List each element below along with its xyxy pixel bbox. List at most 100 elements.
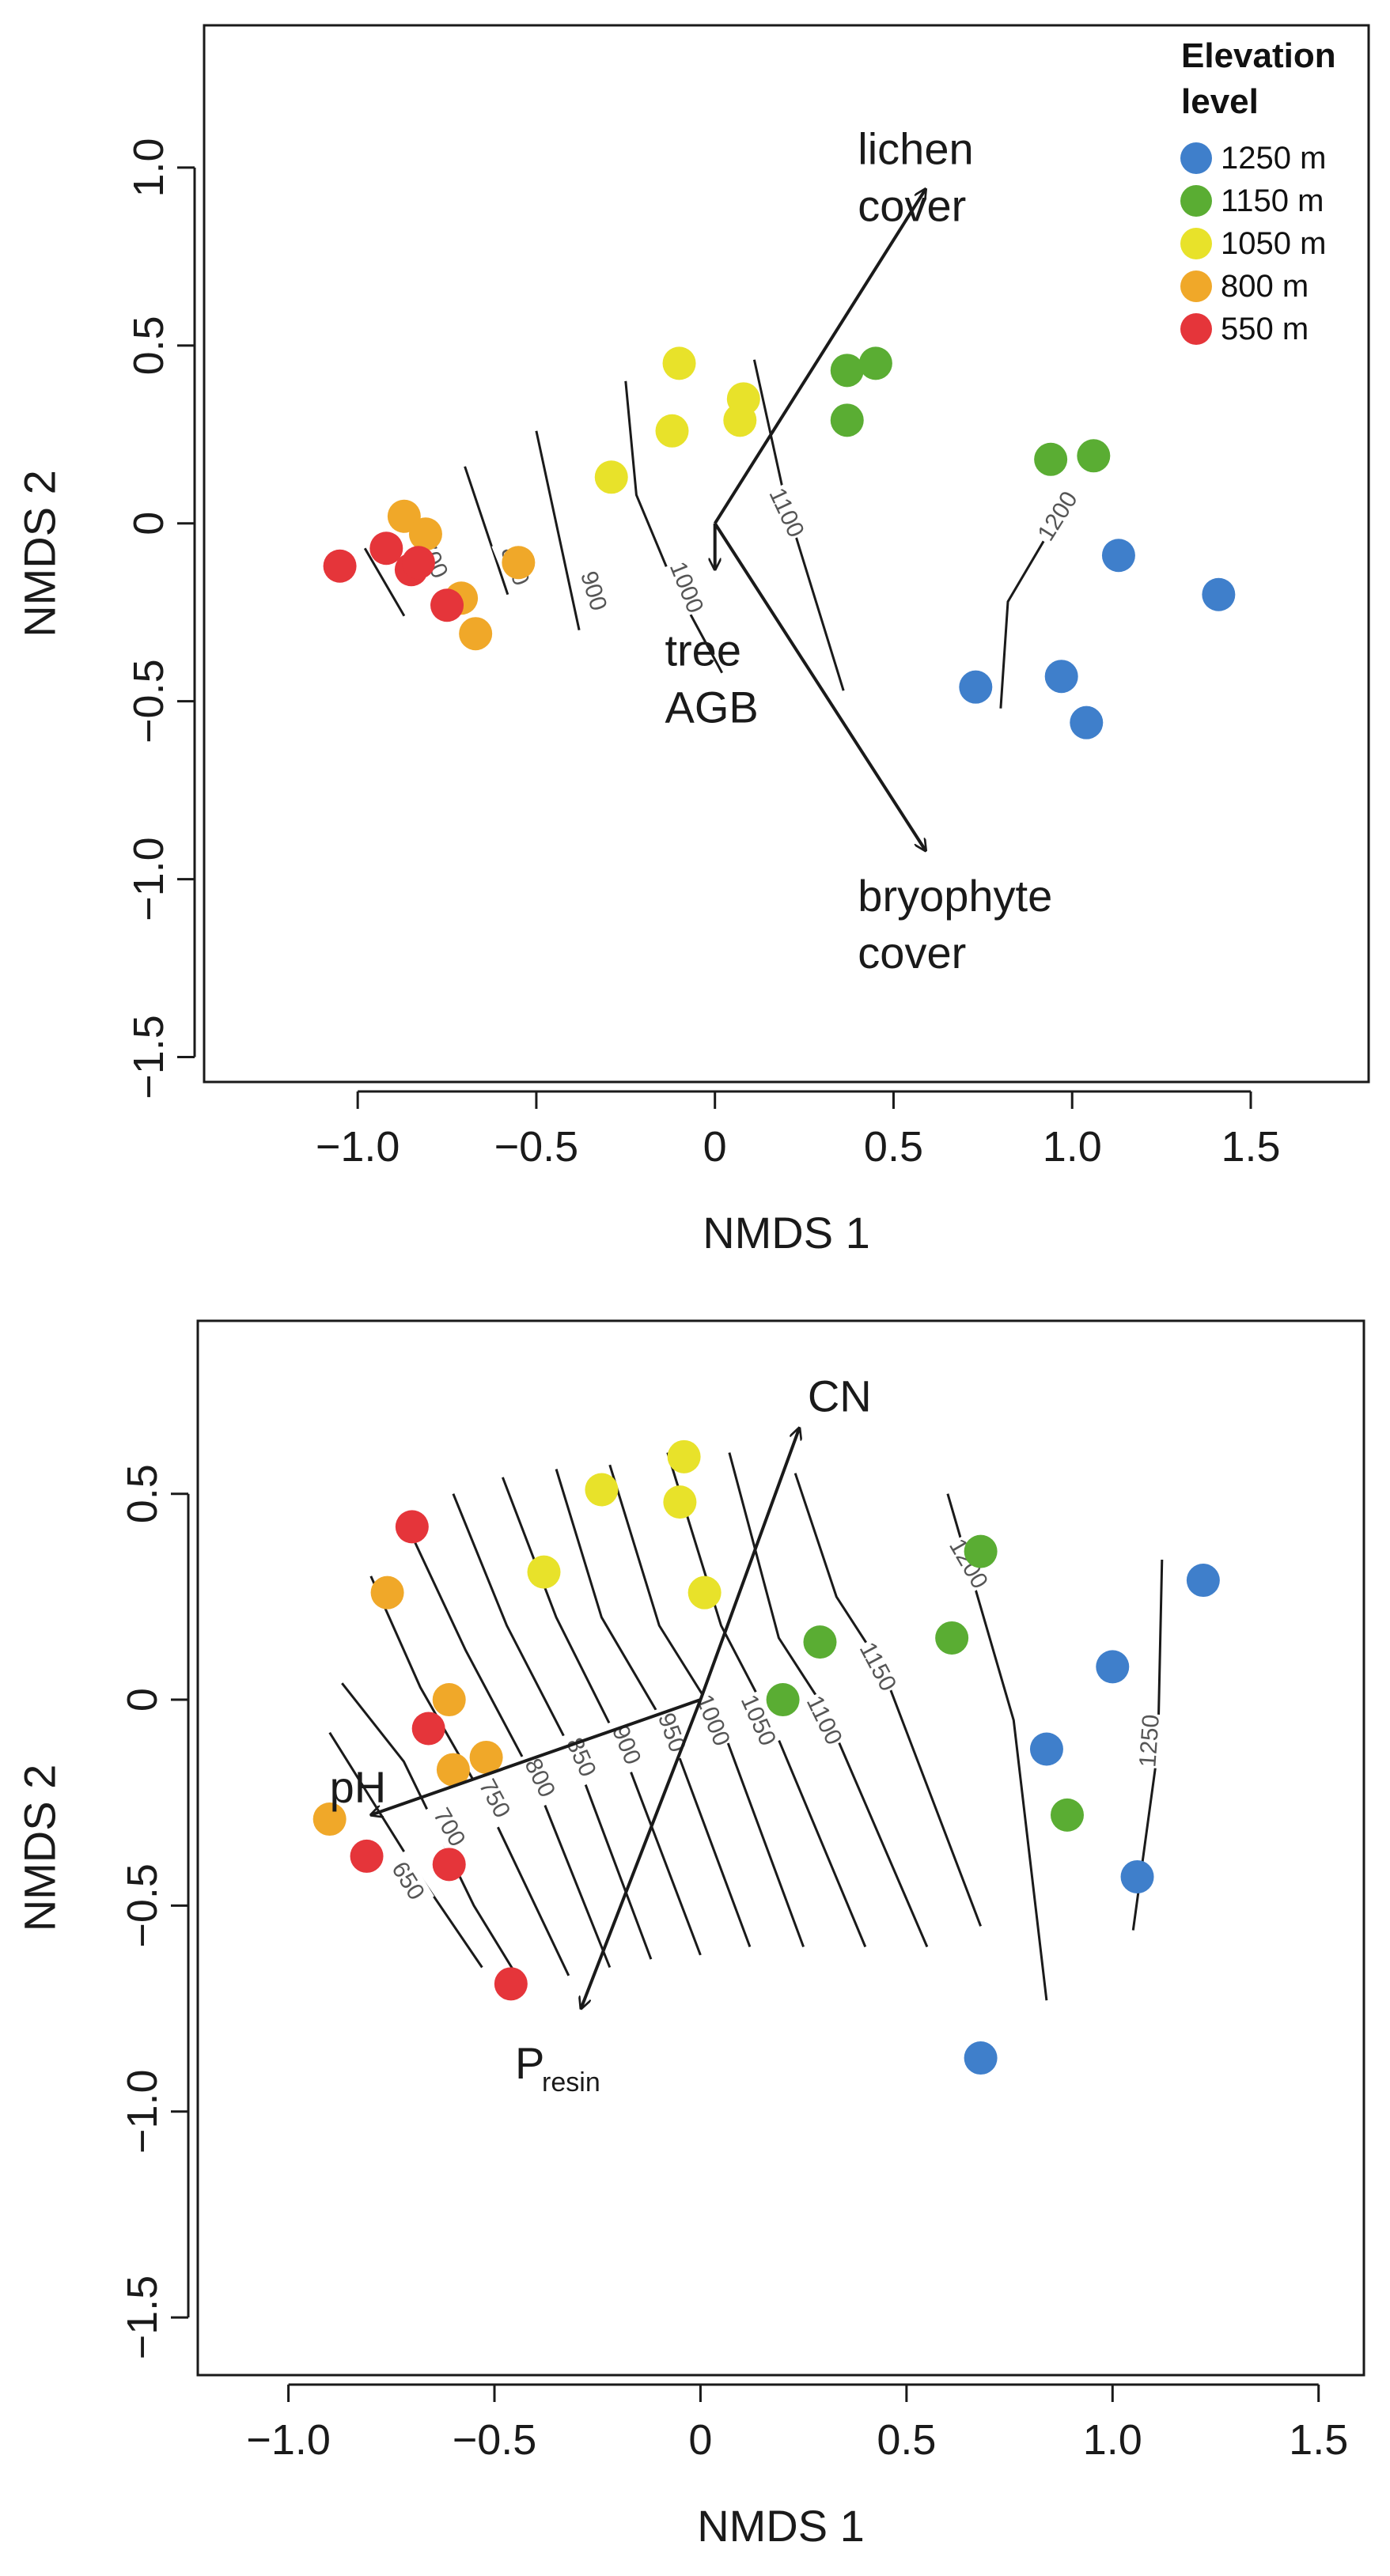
data-point — [1120, 1859, 1154, 1893]
data-point — [436, 1753, 470, 1787]
contour-line — [501, 1477, 702, 1956]
data-point — [411, 1712, 445, 1746]
data-point — [401, 546, 435, 580]
data-point — [1101, 539, 1135, 573]
legend-label: 1050 m — [1221, 226, 1326, 261]
contour-label-bg — [469, 1768, 520, 1829]
data-point — [502, 546, 536, 580]
legend-label: 800 m — [1221, 269, 1309, 304]
vector-label: cover — [858, 928, 966, 978]
data-point — [1077, 439, 1111, 473]
nmds-plot-top: −1.0 −0.5 0 0.5 1.0 1.5 NMDS 1 −1.5 −1.0 −0.5 0 0.5… — [15, 24, 1370, 1258]
y-tick-label: −1.0 — [125, 837, 172, 921]
x-tick-label: 0 — [688, 2416, 712, 2464]
contour-label-bg — [515, 1747, 565, 1809]
data-point — [1050, 1798, 1084, 1832]
vector-label-subscript: resin — [542, 2067, 600, 2097]
contour-label-bg — [663, 557, 710, 618]
vector-label: cover — [858, 180, 966, 230]
vector-label: bryophyte — [858, 871, 1052, 921]
contour-label-bg — [381, 1850, 434, 1912]
plot-frame — [203, 24, 1370, 1084]
x-tick-label: −0.5 — [453, 2416, 537, 2464]
data-point — [323, 549, 357, 583]
data-point — [964, 2041, 998, 2075]
y-axis-title: NMDS 2 — [15, 1765, 65, 1932]
x-axis: −1.0 −0.5 0 0.5 1.0 1.5 NMDS 1 — [316, 1090, 1281, 1258]
data-point — [830, 403, 864, 437]
contour-line — [363, 547, 406, 617]
vector-label: lichen — [858, 123, 973, 173]
vector-label: CN — [808, 1371, 872, 1421]
data-point — [408, 517, 442, 551]
contour-label-bg — [423, 1797, 475, 1858]
y-tick-label: −0.5 — [125, 659, 172, 743]
contour-label-bg — [942, 1533, 994, 1594]
data-point — [803, 1625, 837, 1659]
x-axis: −1.0 −0.5 0 0.5 1.0 1.5 NMDS 1 — [246, 2383, 1348, 2551]
contour-label-bg — [799, 1689, 849, 1751]
data-point — [1044, 660, 1078, 694]
data-point — [1096, 1650, 1130, 1684]
contour-label: 1250 — [1134, 1714, 1165, 1768]
contour-line — [535, 430, 581, 631]
data-point — [723, 403, 757, 437]
data-point — [687, 1575, 722, 1610]
x-tick-label: 1.5 — [1289, 2416, 1348, 2464]
legend: Elevation level 1250 m 1150 m 1050 m 800 m 550… — [1180, 36, 1336, 346]
contour-line — [624, 380, 724, 674]
contour-line — [793, 1473, 983, 1927]
data-point — [655, 414, 689, 448]
x-tick-label: 0 — [703, 1123, 727, 1171]
y-tick-label: 1.0 — [125, 138, 172, 197]
vector-arrow — [699, 1428, 799, 1700]
vector-label: tree — [665, 626, 741, 675]
data-point — [350, 1839, 384, 1873]
contour-line — [403, 1518, 612, 1969]
data-point — [858, 346, 892, 380]
y-axis: −1.5 −1.0 −0.5 0 0.5 NMDS 2 — [15, 1464, 190, 2359]
contour-line — [369, 1575, 570, 1976]
vector-label: pH — [330, 1762, 387, 1812]
data-point — [959, 670, 993, 704]
data-point — [830, 354, 864, 388]
contour-label-bg — [734, 1689, 782, 1751]
legend-swatch — [1180, 228, 1212, 259]
vector-label: P — [515, 2038, 544, 2088]
legend-label: 1150 m — [1221, 183, 1324, 218]
vector-arrow — [714, 522, 926, 851]
x-axis-title: NMDS 1 — [703, 1208, 870, 1258]
contour-line — [555, 1469, 752, 1948]
data-point — [766, 1683, 800, 1717]
x-tick-label: 1.0 — [1043, 1123, 1102, 1171]
data-point — [964, 1534, 998, 1568]
contour-label-bg — [1133, 1712, 1166, 1769]
y-tick-label: −1.0 — [119, 2069, 166, 2154]
data-point — [935, 1621, 969, 1655]
y-tick-label: 0 — [125, 512, 172, 535]
env-vectors: lichen cover bryophyte cover tree AGB — [665, 123, 1052, 978]
data-point — [594, 460, 628, 494]
contour-line — [464, 466, 509, 596]
vector-arrow — [581, 1699, 703, 2009]
data-point — [1202, 577, 1236, 611]
legend-swatch — [1180, 313, 1212, 345]
contour-label-bg — [557, 1727, 605, 1788]
data-point — [370, 1575, 404, 1610]
data-point — [1070, 705, 1104, 740]
x-tick-label: −1.0 — [246, 2416, 331, 2464]
contour-line — [999, 540, 1045, 709]
x-tick-label: 0.5 — [864, 1123, 923, 1171]
data-point — [662, 346, 696, 380]
y-tick-label: 0.5 — [125, 316, 172, 375]
x-tick-label: 1.5 — [1221, 1123, 1280, 1171]
data-point — [369, 531, 403, 566]
legend-label: 1250 m — [1221, 141, 1326, 176]
data-point — [312, 1802, 347, 1836]
legend-title: level — [1181, 82, 1259, 121]
contour-label-bg — [689, 1689, 737, 1751]
data-point — [459, 617, 493, 651]
